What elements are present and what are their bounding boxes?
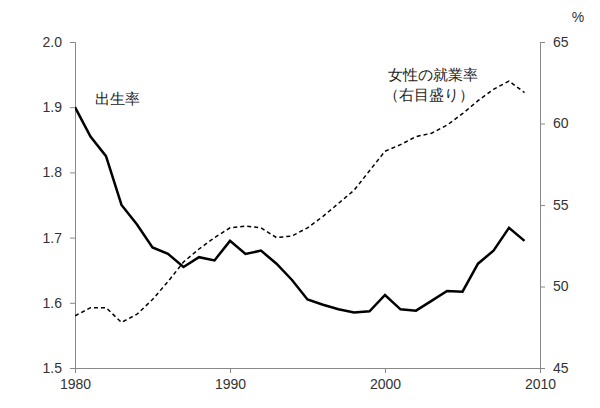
tick-mark	[70, 303, 75, 304]
tick: 50	[540, 278, 569, 294]
tick: 45	[540, 360, 569, 376]
tick-mark	[230, 368, 231, 373]
tick-label: 2.0	[43, 34, 63, 50]
lines	[75, 81, 525, 322]
series-line	[75, 107, 525, 312]
tick: 1980	[60, 368, 91, 392]
series-label: 女性の就業率	[388, 66, 478, 83]
y-axis: 1.5 1.6 1.7 1.8 1.9 2.0	[43, 34, 76, 376]
tick-label: 1.8	[43, 164, 63, 180]
tick-label: 1990	[215, 376, 246, 392]
tick-mark	[540, 205, 545, 206]
chart: 1980 1990 2000 2010 1.5 1.6 1.7 1.8 1.9 2.0 45 50 55…	[0, 0, 600, 408]
tick: 1.9	[43, 99, 75, 115]
tick-label: 1.9	[43, 99, 63, 115]
series-label: 出生率	[95, 90, 140, 107]
tick-mark	[540, 124, 545, 125]
tick-mark	[70, 107, 75, 108]
tick-label: 65	[553, 34, 569, 50]
tick-label: 45	[553, 360, 569, 376]
axis-line	[76, 369, 541, 374]
y2-axis: 45 50 55 60 65	[540, 34, 569, 376]
tick: 1.6	[43, 295, 75, 311]
tick-mark	[70, 238, 75, 239]
tick-label: 1.5	[43, 360, 63, 376]
tick-label: 1980	[60, 376, 91, 392]
x-axis: 1980 1990 2000 2010	[60, 368, 556, 392]
tick: 55	[540, 197, 569, 213]
tick-label: 1.7	[43, 230, 63, 246]
tick-label: 55	[553, 197, 569, 213]
tick-mark	[540, 287, 545, 288]
tick-mark	[70, 42, 75, 43]
tick: 1.8	[43, 164, 75, 180]
axis-line	[541, 43, 546, 369]
series-line	[75, 81, 525, 322]
tick: 2000	[370, 368, 401, 392]
annotation: （右目盛り）	[384, 86, 474, 103]
tick-mark	[540, 42, 545, 43]
tick-mark	[70, 172, 75, 173]
tick: 1990	[215, 368, 246, 392]
tick-label: 2010	[525, 376, 556, 392]
tick: 1.5	[43, 360, 75, 376]
tick-mark	[70, 368, 75, 369]
axis-title: %	[572, 9, 584, 25]
tick: 65	[540, 34, 569, 50]
plot: 1980 1990 2000 2010 1.5 1.6 1.7 1.8 1.9 2.0 45 50 55…	[43, 34, 569, 392]
labels: 出生率 女性の就業率 （右目盛り）%	[95, 9, 584, 107]
tick: 1.7	[43, 230, 75, 246]
tick-label: 1.6	[43, 295, 63, 311]
tick: 2.0	[43, 34, 75, 50]
tick-label: 50	[553, 278, 569, 294]
tick-label: 60	[553, 115, 569, 131]
tick: 60	[540, 115, 569, 131]
tick-label: 2000	[370, 376, 401, 392]
axis-line	[70, 43, 76, 369]
tick-mark	[540, 368, 545, 369]
tick: 2010	[525, 368, 556, 392]
tick-mark	[385, 368, 386, 373]
